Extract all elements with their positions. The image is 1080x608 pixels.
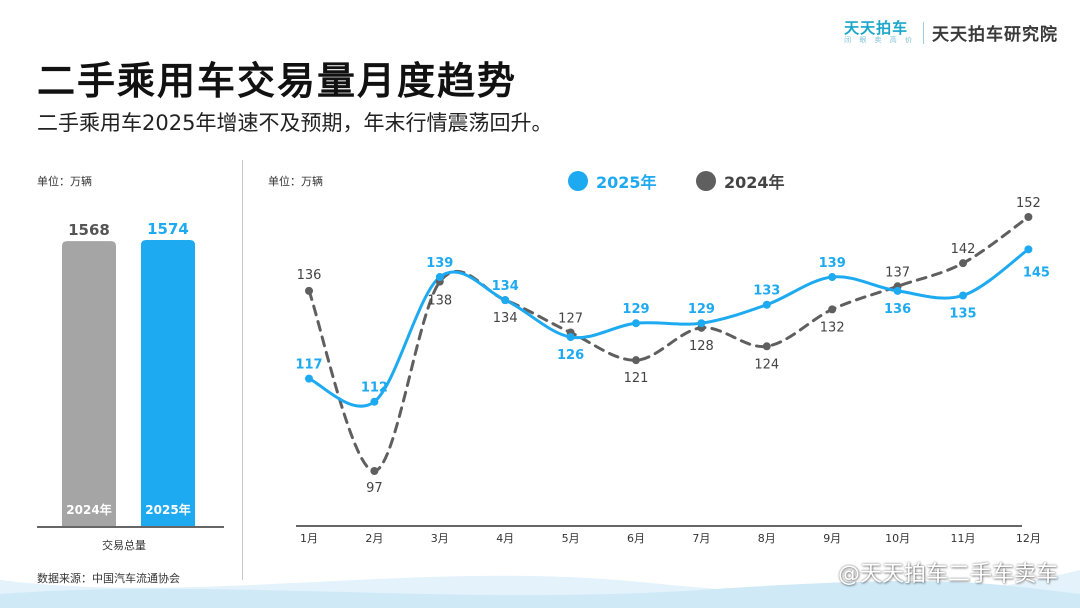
bar-2024年 — [62, 241, 116, 526]
bar-value-label: 1568 — [68, 221, 110, 239]
point-2024-9月 — [828, 305, 837, 314]
point-2025-3月 — [435, 273, 444, 282]
point-2025-5月 — [566, 333, 575, 342]
point-2025-9月 — [828, 273, 837, 282]
point-2025-11月 — [959, 291, 967, 300]
logo-divider — [923, 21, 924, 44]
x-tick-label: 3月 — [431, 532, 449, 545]
legend-label-2024: 2024年 — [724, 173, 785, 192]
point-2025-4月 — [501, 296, 510, 305]
x-tick-label: 8月 — [758, 532, 776, 545]
bar-unit-label: 单位：万辆 — [37, 175, 92, 188]
data-label-2024: 138 — [427, 294, 452, 309]
point-2024-1月 — [305, 286, 313, 295]
data-label-2024: 127 — [558, 311, 583, 326]
x-tick-label: 11月 — [951, 532, 976, 545]
page-subtitle: 二手乘用车2025年增速不及预期，年末行情震荡回升。 — [37, 111, 553, 135]
point-2025-2月 — [370, 397, 379, 406]
data-label-2024: 152 — [1016, 196, 1041, 211]
watermark: @天天拍车二手车卖车 — [837, 562, 1058, 587]
x-tick-label: 12月 — [1016, 532, 1041, 545]
data-label-2024: 137 — [885, 265, 910, 280]
line-unit-label: 单位：万辆 — [268, 175, 323, 188]
legend-item-2025: 2025年 — [568, 169, 657, 193]
data-label-2025: 129 — [688, 302, 715, 317]
data-label-2025: 139 — [426, 256, 453, 271]
x-tick-label: 6月 — [627, 532, 645, 545]
legend-item-2024: 2024年 — [696, 169, 785, 193]
point-2025-7月 — [697, 319, 706, 328]
data-label-2025: 145 — [1023, 265, 1050, 280]
data-label-2024: 128 — [689, 339, 714, 354]
bar-x-axis-label: 交易总量 — [102, 538, 146, 552]
series-line-2024 — [307, 215, 1030, 473]
x-tick-label: 1月 — [300, 532, 318, 545]
data-label-2025: 135 — [949, 307, 976, 322]
point-2024-12月 — [1024, 213, 1033, 221]
legend-dot-2024 — [696, 171, 716, 191]
data-label-2025: 126 — [557, 348, 584, 363]
brand-logo: 天天拍车 闭 眼 卖 高 价 天天拍车研究院 — [844, 20, 1058, 45]
data-label-2025: 129 — [622, 302, 649, 317]
panel-divider — [242, 160, 243, 580]
data-label-2025: 136 — [884, 302, 911, 317]
x-tick-label: 5月 — [562, 532, 580, 545]
data-label-2024: 136 — [297, 268, 322, 283]
x-tick-label: 4月 — [496, 532, 514, 545]
data-label-2024: 134 — [493, 311, 518, 326]
point-2024-8月 — [762, 342, 771, 351]
point-2025-10月 — [893, 286, 902, 295]
data-label-2024: 97 — [366, 481, 383, 496]
bar-category-label: 2025年 — [145, 502, 190, 517]
data-label-2025: 134 — [492, 279, 519, 294]
data-label-2024: 142 — [951, 242, 976, 257]
point-2024-6月 — [632, 356, 640, 365]
point-2024-11月 — [959, 259, 967, 268]
x-tick-label: 9月 — [823, 532, 841, 545]
point-2025-1月 — [305, 374, 313, 383]
data-label-2024: 132 — [820, 320, 845, 335]
point-2024-2月 — [370, 467, 379, 475]
institute-name: 天天拍车研究院 — [932, 25, 1058, 45]
data-label-2025: 133 — [753, 284, 780, 299]
legend-dot-2025 — [568, 171, 588, 191]
x-tick-label: 2月 — [365, 532, 383, 545]
point-2025-12月 — [1024, 245, 1033, 254]
logo-mark: 天天拍车 闭 眼 卖 高 价 — [844, 20, 915, 45]
bottom-wave-decoration — [0, 570, 1080, 608]
series-line-2025 — [307, 247, 1030, 408]
logo-slogan: 闭 眼 卖 高 价 — [844, 36, 915, 44]
point-2025-8月 — [762, 300, 771, 309]
legend-label-2025: 2025年 — [596, 173, 657, 192]
page-title: 二手乘用车交易量月度趋势 — [37, 59, 518, 103]
x-tick-label: 10月 — [885, 532, 910, 545]
data-label-2025: 112 — [361, 381, 388, 396]
logo-name: 天天拍车 — [844, 19, 909, 37]
data-label-2024: 124 — [754, 357, 779, 372]
point-2025-6月 — [632, 319, 640, 328]
bar-category-label: 2024年 — [66, 502, 111, 517]
data-label-2025: 117 — [295, 358, 322, 373]
x-tick-label: 7月 — [692, 532, 710, 545]
data-source: 数据来源：中国汽车流通协会 — [37, 572, 180, 585]
bar-2025年 — [141, 240, 195, 526]
data-label-2024: 121 — [624, 371, 649, 386]
data-label-2025: 139 — [819, 256, 846, 271]
bar-value-label: 1574 — [147, 220, 189, 238]
